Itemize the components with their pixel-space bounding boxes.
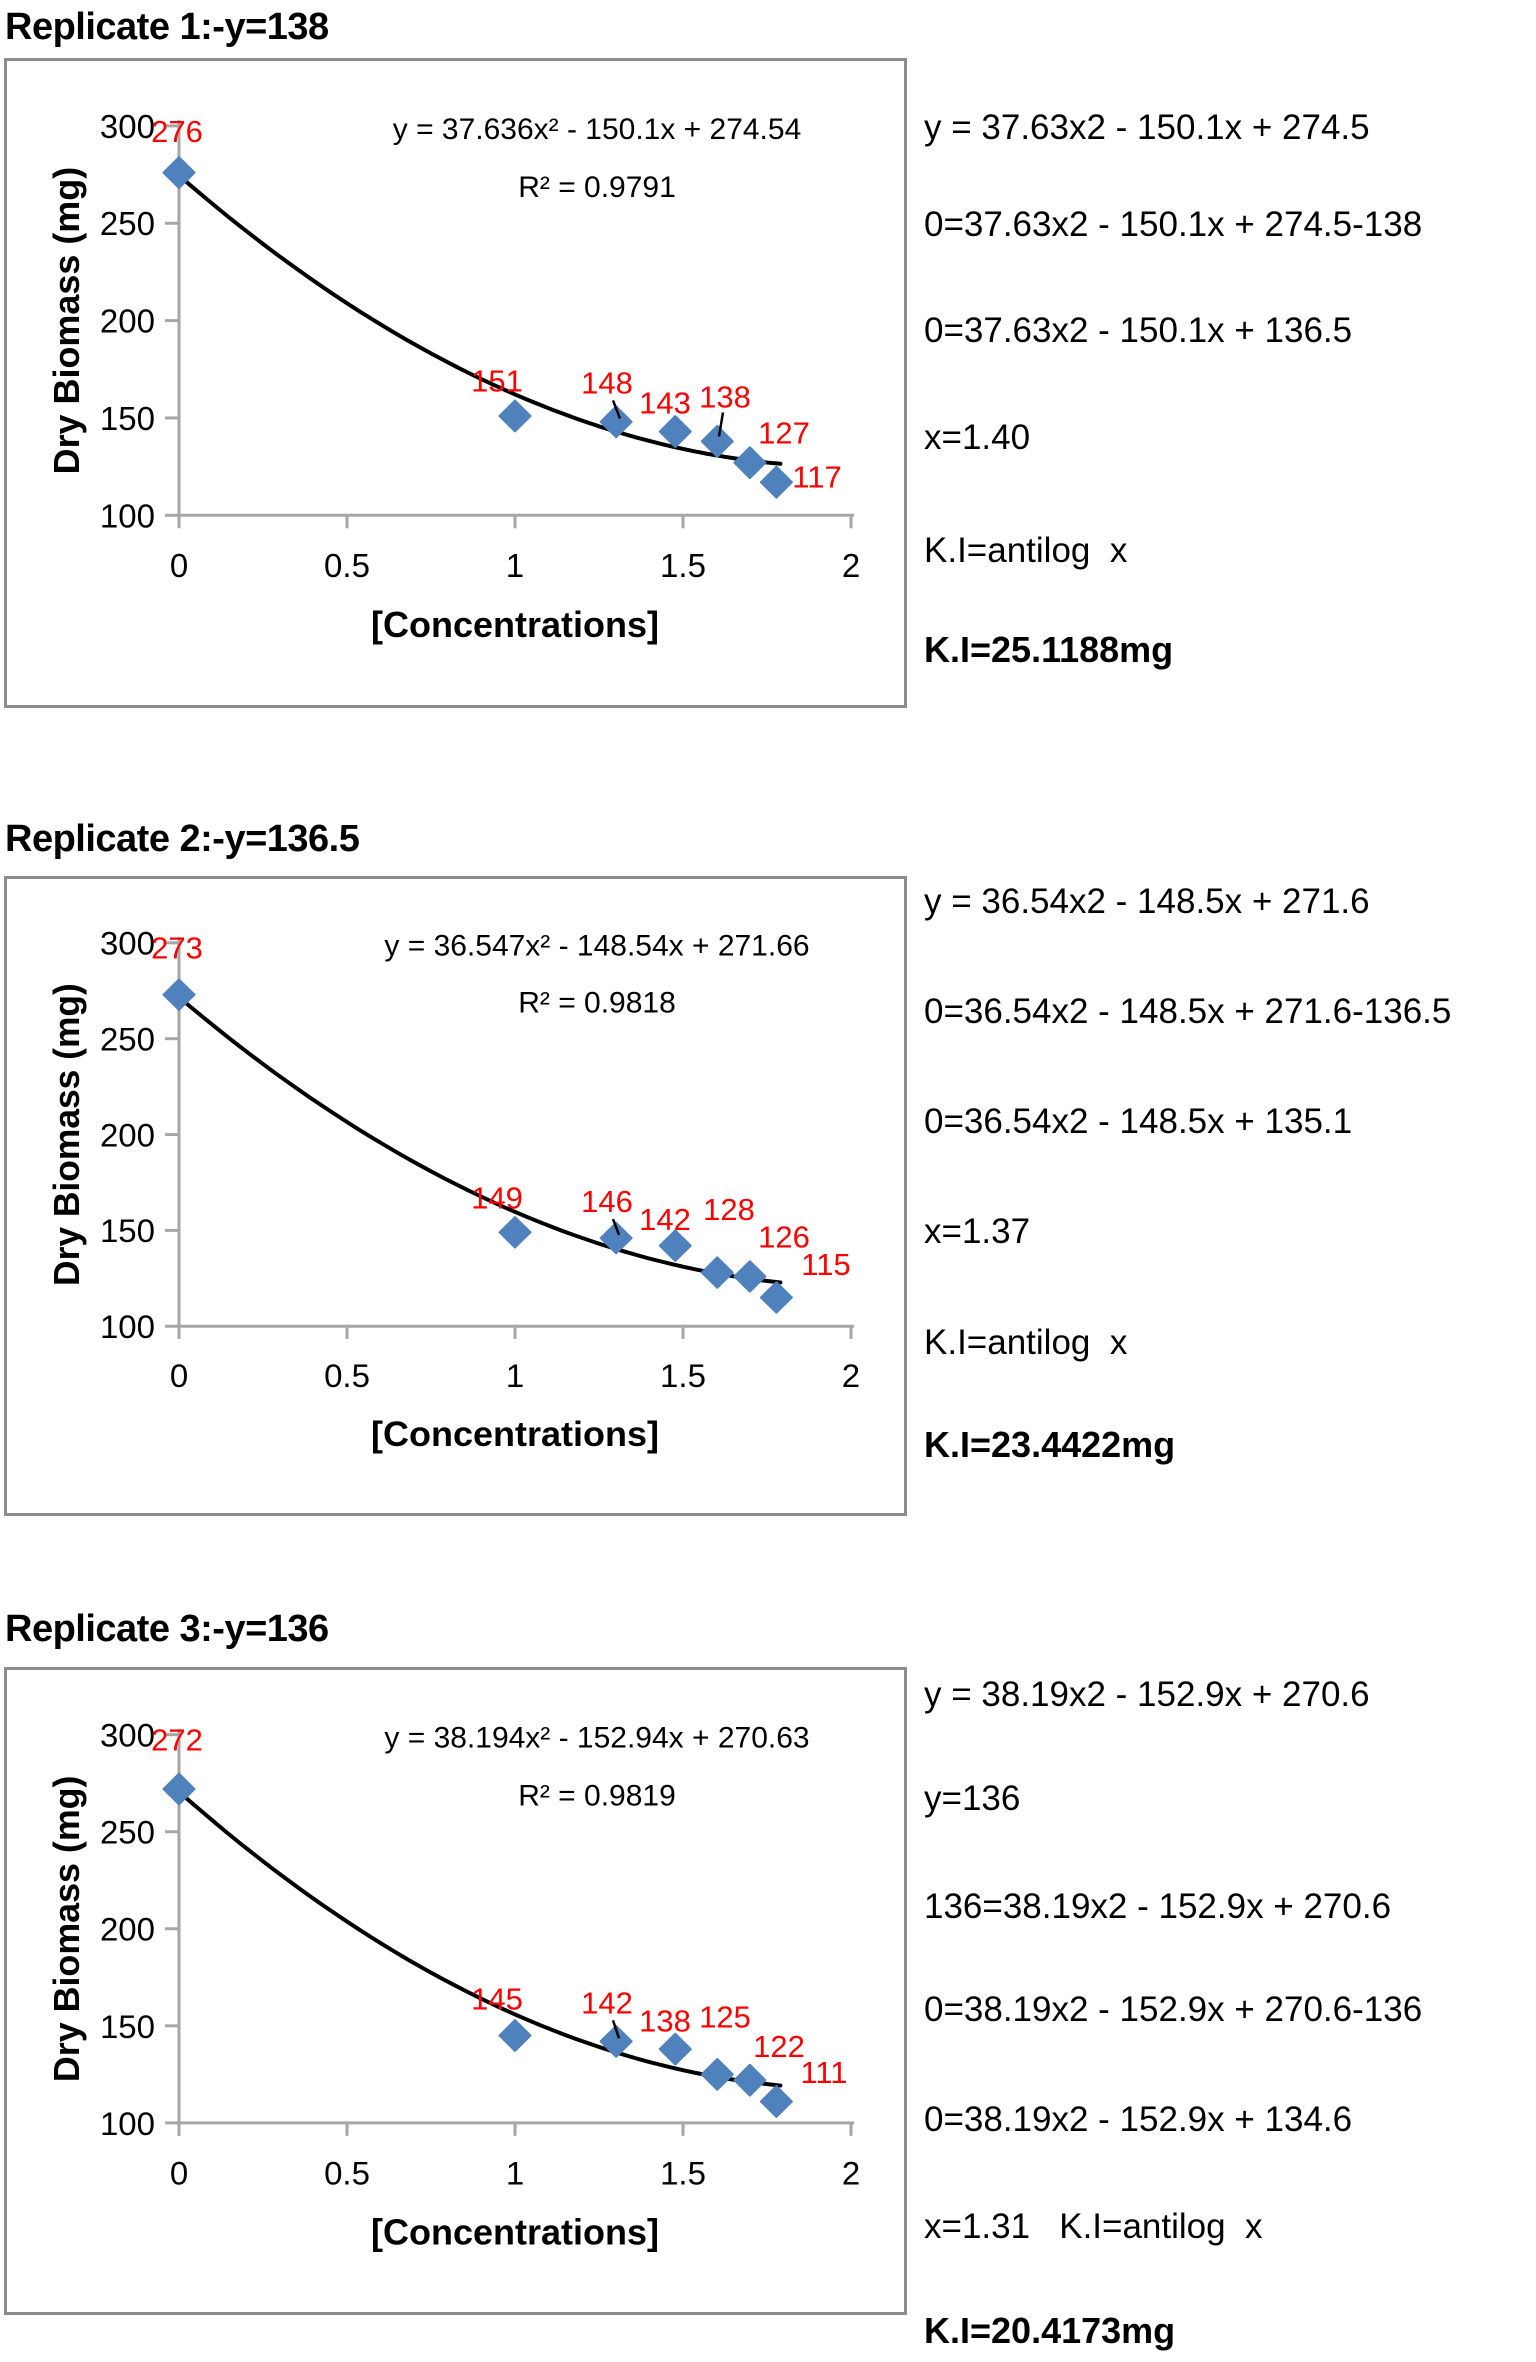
svg-text:100: 100: [100, 2105, 155, 2142]
svg-text:272: 272: [151, 1723, 203, 1758]
svg-text:138: 138: [699, 379, 751, 414]
worknote-line: K.I=antilog x: [924, 531, 1128, 570]
svg-text:y = 37.636x² - 150.1x + 274.54: y = 37.636x² - 150.1x + 274.54: [393, 113, 802, 146]
svg-text:273: 273: [151, 931, 203, 966]
worknote-line: y = 38.19x2 - 152.9x + 270.6: [924, 1675, 1370, 1714]
svg-text:1.5: 1.5: [660, 1357, 706, 1394]
svg-text:115: 115: [801, 1247, 850, 1282]
svg-text:100: 100: [100, 497, 155, 534]
svg-text:122: 122: [753, 2029, 805, 2064]
svg-text:Dry Biomass (mg): Dry Biomass (mg): [46, 1776, 87, 2083]
svg-text:200: 200: [100, 1911, 155, 1948]
worknote-line: 0=37.63x2 - 150.1x + 136.5: [924, 311, 1353, 350]
svg-text:300: 300: [100, 108, 155, 145]
svg-text:148: 148: [581, 366, 633, 401]
chart-frame: 100 150 200 250 300 0 0.5 1 1.5 2 272 145 142 138 125 1…: [4, 1667, 907, 2315]
svg-text:0: 0: [170, 1357, 188, 1394]
worknote-line: 0=36.54x2 - 148.5x + 135.1: [924, 1102, 1353, 1141]
svg-text:100: 100: [100, 1308, 155, 1345]
worknote-line: y = 36.54x2 - 148.5x + 271.6: [924, 882, 1370, 921]
svg-text:200: 200: [100, 303, 155, 340]
section-title: Replicate 1:-y=138: [5, 6, 329, 48]
svg-text:117: 117: [792, 459, 841, 494]
svg-text:0.5: 0.5: [324, 1357, 370, 1394]
svg-text:151: 151: [471, 364, 523, 399]
chart-frame: 100 150 200 250 300 0 0.5 1 1.5 2 273 149 146 142 128 1…: [4, 876, 907, 1516]
svg-text:145: 145: [471, 1981, 523, 2016]
svg-text:0.5: 0.5: [324, 547, 370, 584]
worknote-line: 0=38.19x2 - 152.9x + 134.6: [924, 2100, 1353, 2139]
svg-text:Dry Biomass (mg): Dry Biomass (mg): [47, 983, 87, 1286]
svg-text:R² = 0.9791: R² = 0.9791: [518, 171, 676, 204]
svg-text:2: 2: [842, 547, 860, 584]
svg-text:126: 126: [758, 1220, 810, 1255]
svg-text:150: 150: [100, 2008, 155, 2045]
worknote-result: K.I=20.4173mg: [924, 2310, 1176, 2351]
worknote-line: 0=37.63x2 - 150.1x + 274.5-138: [924, 205, 1423, 244]
svg-text:R² = 0.9818: R² = 0.9818: [518, 987, 676, 1020]
worknote-line: y = 37.63x2 - 150.1x + 274.5: [924, 108, 1370, 147]
svg-text:138: 138: [639, 2003, 691, 2038]
worknote-line: 0=36.54x2 - 148.5x + 271.6-136.5: [924, 992, 1452, 1031]
svg-text:128: 128: [703, 1192, 755, 1227]
svg-text:143: 143: [639, 385, 691, 420]
svg-text:200: 200: [100, 1117, 155, 1154]
svg-text:142: 142: [581, 1985, 633, 2020]
svg-text:0: 0: [170, 547, 188, 584]
svg-text:1: 1: [506, 1357, 524, 1394]
worknote-line: x=1.40: [924, 418, 1031, 457]
svg-text:1.5: 1.5: [660, 547, 706, 584]
svg-text:2: 2: [842, 2155, 860, 2192]
svg-text:2: 2: [842, 1357, 860, 1394]
svg-text:y = 38.194x² - 152.94x + 270.6: y = 38.194x² - 152.94x + 270.63: [384, 1722, 809, 1755]
svg-text:0: 0: [170, 2155, 188, 2192]
svg-text:250: 250: [100, 205, 155, 242]
worknote-line: y=136: [924, 1779, 1021, 1818]
svg-text:142: 142: [639, 1202, 691, 1237]
worknote-line: 0=38.19x2 - 152.9x + 270.6-136: [924, 1990, 1423, 2029]
worknote-result: K.I=23.4422mg: [924, 1424, 1176, 1465]
svg-text:150: 150: [100, 1212, 155, 1249]
svg-text:[Concentrations]: [Concentrations]: [371, 604, 659, 645]
svg-text:111: 111: [800, 2055, 847, 2090]
svg-text:[Concentrations]: [Concentrations]: [371, 2211, 659, 2252]
svg-text:0.5: 0.5: [324, 2155, 370, 2192]
svg-text:1: 1: [506, 547, 524, 584]
worknote-line: x=1.31 K.I=antilog x: [924, 2207, 1263, 2246]
worknote-result: K.I=25.1188mg: [924, 629, 1174, 670]
svg-text:300: 300: [100, 925, 155, 962]
svg-text:[Concentrations]: [Concentrations]: [371, 1414, 659, 1454]
section-title: Replicate 2:-y=136.5: [5, 818, 360, 860]
svg-text:R² = 0.9819: R² = 0.9819: [518, 1779, 676, 1812]
svg-text:250: 250: [100, 1814, 155, 1851]
svg-text:276: 276: [151, 114, 203, 149]
worknote-line: 136=38.19x2 - 152.9x + 270.6: [924, 1887, 1392, 1926]
svg-text:149: 149: [471, 1181, 523, 1216]
svg-text:1: 1: [506, 2155, 524, 2192]
svg-text:125: 125: [699, 1999, 751, 2034]
section-title: Replicate 3:-y=136: [5, 1608, 329, 1650]
svg-text:300: 300: [100, 1717, 155, 1754]
svg-text:150: 150: [100, 400, 155, 437]
svg-text:1.5: 1.5: [660, 2155, 706, 2192]
chart-frame: 100 150 200 250 300 0 0.5 1 1.5 2 276 151 148 143 138 1…: [4, 58, 907, 708]
worknote-line: x=1.37: [924, 1212, 1031, 1251]
svg-text:250: 250: [100, 1021, 155, 1058]
svg-text:y = 36.547x² - 148.54x + 271.6: y = 36.547x² - 148.54x + 271.66: [384, 930, 809, 963]
svg-text:127: 127: [758, 415, 810, 450]
worknote-line: K.I=antilog x: [924, 1323, 1128, 1362]
svg-text:Dry Biomass (mg): Dry Biomass (mg): [46, 167, 87, 475]
svg-text:146: 146: [581, 1184, 633, 1219]
